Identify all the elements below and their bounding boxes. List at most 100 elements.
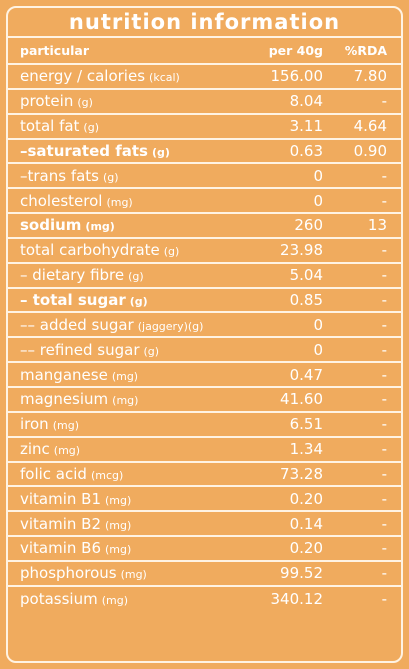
- nutrient-rda: -: [381, 514, 387, 533]
- nutrition-panel: nutrition information particular per 40g…: [6, 6, 403, 663]
- nutrient-rda: -: [381, 340, 387, 359]
- header-per-40g: per 40g: [268, 43, 323, 58]
- nutrient-value: 8.04: [289, 92, 323, 111]
- table-row: zinc (mg) 1.34 -: [8, 438, 401, 463]
- nutrient-value: 0.85: [289, 291, 323, 310]
- nutrient-name-cell: –– added sugar (jaggery)(g): [8, 316, 223, 334]
- nutrient-name-cell: vitamin B1 (mg): [8, 490, 223, 508]
- nutrient-name: –saturated fats: [20, 141, 148, 160]
- header-rda: %RDA: [344, 43, 387, 58]
- nutrient-name-cell: sodium (mg): [8, 216, 223, 234]
- nutrient-value: 0.20: [289, 539, 323, 558]
- nutrient-value: 340.12: [270, 590, 324, 609]
- nutrient-unit: (mg): [52, 419, 79, 433]
- table-row: –saturated fats (g) 0.63 0.90: [8, 140, 401, 165]
- nutrient-unit: (mg): [112, 394, 139, 408]
- nutrient-name: – dietary fibre: [20, 266, 125, 285]
- nutrient-name-cell: phosphorous (mg): [8, 564, 223, 582]
- nutrient-name-cell: folic acid (mcg): [8, 465, 223, 483]
- table-row: total fat (g) 3.11 4.64: [8, 115, 401, 140]
- nutrient-name-cell: iron (mg): [8, 415, 223, 433]
- nutrient-value: 73.28: [280, 464, 323, 483]
- table-row: energy / calories (kcal) 156.00 7.80: [8, 65, 401, 90]
- nutrient-name-cell: –saturated fats (g): [8, 142, 223, 160]
- nutrient-unit: (g): [83, 121, 99, 135]
- nutrient-value: 0: [313, 166, 323, 185]
- nutrient-value: 41.60: [280, 390, 323, 409]
- nutrient-name-cell: energy / calories (kcal): [8, 67, 223, 85]
- nutrient-value: 99.52: [280, 564, 323, 583]
- nutrient-name-cell: manganese (mg): [8, 366, 223, 384]
- nutrient-name: total fat: [20, 117, 80, 136]
- nutrient-rda: -: [381, 464, 387, 483]
- nutrient-name-cell: zinc (mg): [8, 440, 223, 458]
- nutrient-name: – total sugar: [20, 291, 126, 310]
- nutrient-value: 3.11: [289, 117, 323, 136]
- nutrient-name: folic acid: [20, 464, 87, 483]
- nutrient-value: 0.20: [289, 489, 323, 508]
- nutrient-rda: -: [381, 590, 387, 609]
- nutrient-value: 260: [294, 216, 323, 235]
- nutrient-name-cell: cholesterol (mg): [8, 192, 223, 210]
- table-row: iron (mg) 6.51 -: [8, 413, 401, 438]
- nutrient-name: manganese: [20, 365, 108, 384]
- nutrient-name-cell: total fat (g): [8, 117, 223, 135]
- table-row: cholesterol (mg) 0 -: [8, 189, 401, 215]
- nutrient-value: 6.51: [289, 415, 323, 434]
- nutrient-name-cell: protein (g): [8, 92, 223, 110]
- panel-title: nutrition information: [8, 8, 401, 38]
- nutrient-rda: -: [381, 390, 387, 409]
- nutrient-unit: (mcg): [90, 468, 124, 482]
- nutrient-unit: (mg): [120, 568, 147, 582]
- table-header: particular per 40g %RDA: [8, 38, 401, 65]
- nutrient-name: zinc: [20, 440, 50, 459]
- nutrient-value: 1.34: [289, 440, 323, 459]
- nutrient-name: –– added sugar: [20, 315, 134, 334]
- nutrient-name: cholesterol: [20, 191, 103, 210]
- table-row: total carbohydrate (g) 23.98 -: [8, 239, 401, 264]
- nutrient-rda: -: [381, 315, 387, 334]
- nutrient-name: protein: [20, 92, 74, 111]
- nutrient-unit: (mg): [111, 369, 139, 383]
- nutrient-name-cell: total carbohydrate (g): [8, 241, 223, 259]
- nutrient-rda: 7.80: [353, 67, 387, 86]
- table-row: magnesium (mg) 41.60 -: [8, 388, 401, 413]
- nutrient-unit: (mg): [105, 518, 132, 532]
- nutrient-value: 156.00: [270, 67, 324, 86]
- nutrient-unit: (g): [128, 270, 144, 284]
- nutrient-rda: -: [381, 539, 387, 558]
- nutrient-unit: (mg): [85, 220, 115, 234]
- nutrient-name: potassium: [20, 590, 98, 609]
- nutrient-rda: -: [381, 291, 387, 310]
- nutrient-name-cell: –trans fats (g): [8, 167, 223, 185]
- table-row: protein (g) 8.04 -: [8, 90, 401, 115]
- header-particular: particular: [20, 43, 90, 58]
- nutrient-rda: -: [381, 241, 387, 260]
- table-row: vitamin B1 (mg) 0.20 -: [8, 487, 401, 513]
- table-row: – dietary fibre (g) 5.04 -: [8, 264, 401, 289]
- table-row: –trans fats (g) 0 -: [8, 164, 401, 190]
- nutrient-name: vitamin B6: [20, 539, 102, 558]
- table-row: phosphorous (mg) 99.52 -: [8, 562, 401, 587]
- nutrient-rda: -: [381, 266, 387, 285]
- nutrient-unit: (mg): [53, 444, 81, 458]
- nutrient-unit: (g): [163, 245, 180, 259]
- table-row: sodium (mg) 260 13: [8, 214, 401, 239]
- nutrient-name-cell: –– refined sugar (g): [8, 341, 223, 359]
- table-row: – total sugar (g) 0.85 -: [8, 289, 401, 314]
- table-row: manganese (mg) 0.47 -: [8, 363, 401, 388]
- nutrient-name-cell: – total sugar (g): [8, 291, 223, 309]
- nutrient-value: 0: [313, 315, 323, 334]
- table-row: vitamin B2 (mg) 0.14 -: [8, 512, 401, 538]
- nutrient-value: 0.14: [289, 514, 323, 533]
- nutrient-name: sodium: [20, 216, 82, 235]
- nutrient-unit: (mg): [105, 493, 132, 507]
- nutrient-rda: -: [381, 440, 387, 459]
- nutrient-name-cell: magnesium (mg): [8, 390, 223, 408]
- nutrient-rda: -: [381, 191, 387, 210]
- nutrient-unit: (mg): [105, 543, 132, 557]
- nutrient-name: phosphorous: [20, 564, 117, 583]
- nutrient-name-cell: potassium (mg): [8, 590, 223, 608]
- nutrient-name-cell: vitamin B2 (mg): [8, 515, 223, 533]
- table-row: folic acid (mcg) 73.28 -: [8, 463, 401, 488]
